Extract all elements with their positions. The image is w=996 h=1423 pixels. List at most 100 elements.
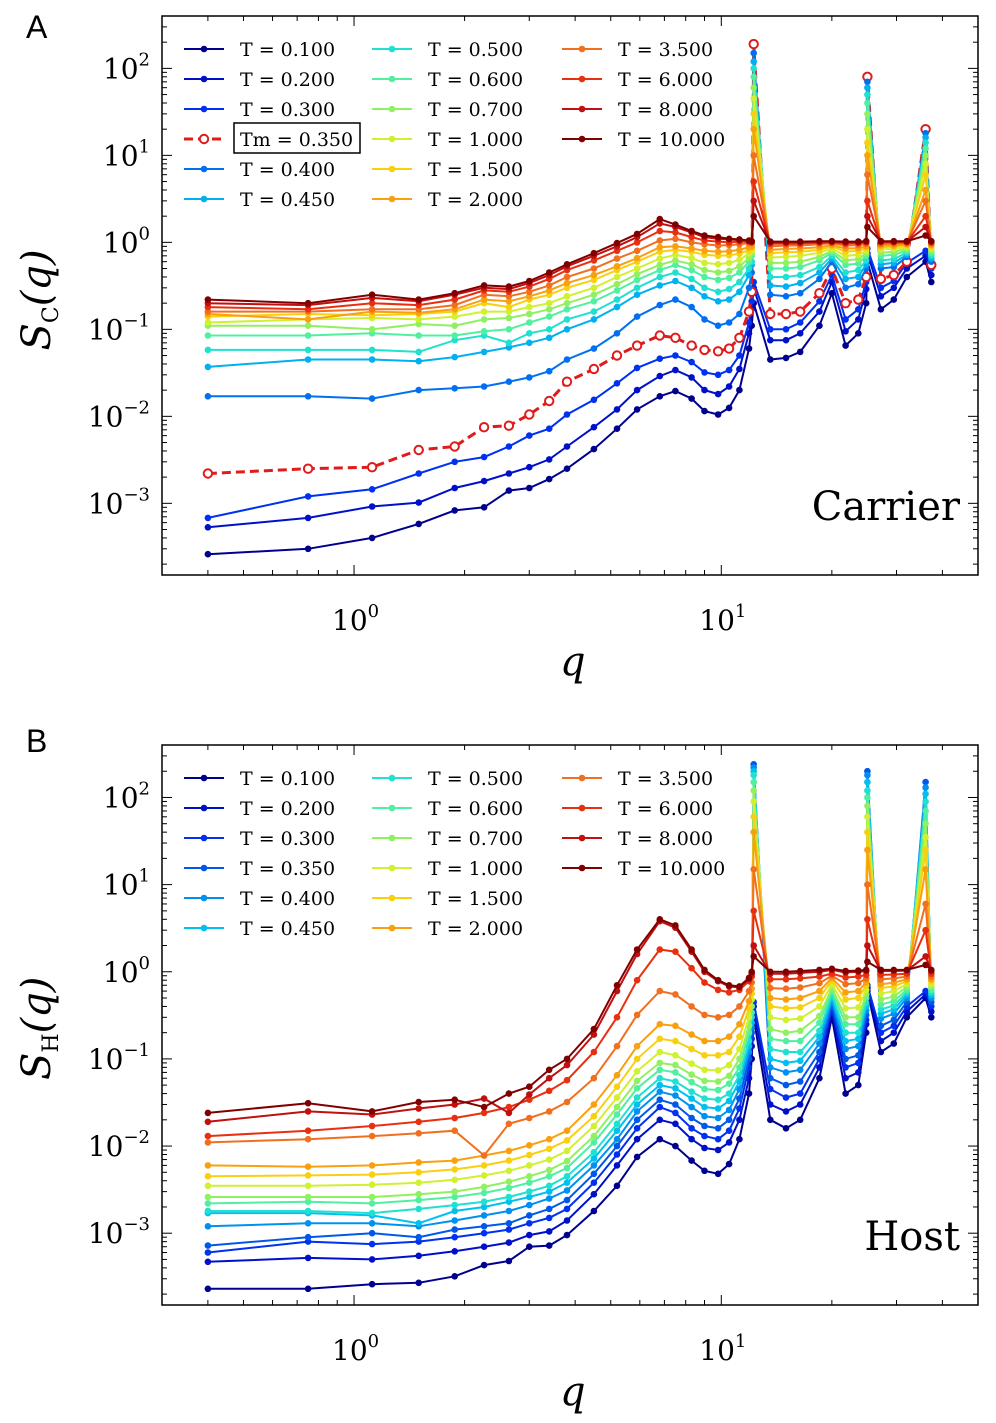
data-point <box>701 1095 708 1102</box>
data-point <box>480 1183 488 1191</box>
data-point <box>563 306 571 313</box>
data-point <box>563 1217 571 1224</box>
data-point <box>368 356 376 363</box>
data-point <box>840 298 851 309</box>
data-point <box>204 1139 212 1146</box>
legend-item: T = 0.200 <box>184 69 335 91</box>
legend-item: T = 8.000 <box>562 99 713 121</box>
data-point <box>672 296 679 303</box>
series-1 <box>204 249 935 531</box>
data-point <box>415 1130 423 1137</box>
data-point <box>204 1207 212 1215</box>
data-point <box>736 246 743 254</box>
series-4 <box>204 49 935 402</box>
data-point <box>415 316 423 323</box>
legend-label: T = 0.700 <box>428 99 523 121</box>
data-point <box>526 319 533 326</box>
data-point <box>304 545 312 553</box>
data-point <box>451 385 459 392</box>
data-point <box>415 1179 423 1186</box>
data-point <box>725 1080 733 1087</box>
data-point <box>526 1179 533 1186</box>
data-point <box>505 303 513 311</box>
data-point <box>613 263 621 270</box>
data-point <box>633 946 641 953</box>
data-point <box>745 974 753 982</box>
data-point <box>633 313 641 320</box>
data-point <box>714 1052 722 1059</box>
data-point <box>480 328 488 335</box>
data-point <box>451 1176 459 1184</box>
data-point <box>545 306 553 313</box>
data-point <box>545 269 553 276</box>
data-point <box>701 407 708 415</box>
data-point <box>782 1005 790 1012</box>
data-point <box>656 273 664 281</box>
data-point <box>590 423 598 431</box>
data-point <box>613 273 621 281</box>
data-point <box>796 263 804 271</box>
data-point <box>725 296 733 303</box>
data-point <box>656 1135 664 1143</box>
data-point <box>304 1099 312 1107</box>
data-point <box>656 261 664 269</box>
data-point <box>413 444 424 456</box>
legend-item: T = 0.100 <box>184 39 335 61</box>
data-point <box>714 1135 722 1143</box>
data-point <box>688 964 695 972</box>
data-point <box>613 255 621 262</box>
data-point <box>750 778 757 786</box>
data-point <box>633 276 641 284</box>
data-point <box>545 1173 553 1180</box>
data-point <box>415 1279 423 1287</box>
data-point <box>701 1132 708 1140</box>
data-point <box>545 1066 553 1074</box>
data-point <box>633 406 641 413</box>
panel-annotation: Carrier <box>812 484 961 530</box>
data-point <box>877 980 885 988</box>
data-point <box>750 84 757 91</box>
legend-marker <box>388 135 396 143</box>
data-point <box>745 265 753 272</box>
panel-letter: A <box>26 9 48 45</box>
data-point <box>613 1151 621 1158</box>
data-point <box>688 1135 695 1143</box>
data-point <box>714 371 722 379</box>
data-point <box>304 393 312 400</box>
data-point <box>368 1108 376 1115</box>
data-point <box>714 1037 722 1045</box>
legend-label: T = 0.400 <box>240 888 335 910</box>
data-point <box>656 393 664 400</box>
data-point <box>816 275 823 283</box>
data-point <box>451 1127 459 1134</box>
data-point <box>304 1233 312 1241</box>
legend-marker <box>578 834 586 842</box>
data-point <box>304 1193 312 1201</box>
data-point <box>480 477 488 485</box>
data-point <box>816 1040 823 1047</box>
data-point <box>415 332 423 339</box>
data-point <box>796 967 804 975</box>
data-point <box>672 1092 679 1099</box>
data-point <box>855 238 862 245</box>
data-point <box>701 1052 708 1059</box>
legend-label: T = 1.500 <box>428 888 523 910</box>
data-point <box>480 1109 488 1117</box>
data-point <box>545 456 553 463</box>
data-point <box>714 986 722 994</box>
data-point <box>767 238 774 245</box>
data-point <box>451 458 459 466</box>
data-point <box>816 1027 823 1035</box>
data-point <box>903 273 911 281</box>
data-point <box>736 1045 743 1053</box>
legend-item: T = 0.600 <box>372 798 523 820</box>
data-point <box>563 1157 571 1165</box>
data-point <box>877 996 885 1003</box>
legend-label: T = 6.000 <box>618 69 713 91</box>
data-point <box>633 386 641 394</box>
data-point <box>526 463 533 471</box>
data-point <box>304 1207 312 1215</box>
y-tick-label: 10−1 <box>88 1040 150 1076</box>
data-point <box>563 1061 571 1069</box>
data-point <box>613 1111 621 1118</box>
